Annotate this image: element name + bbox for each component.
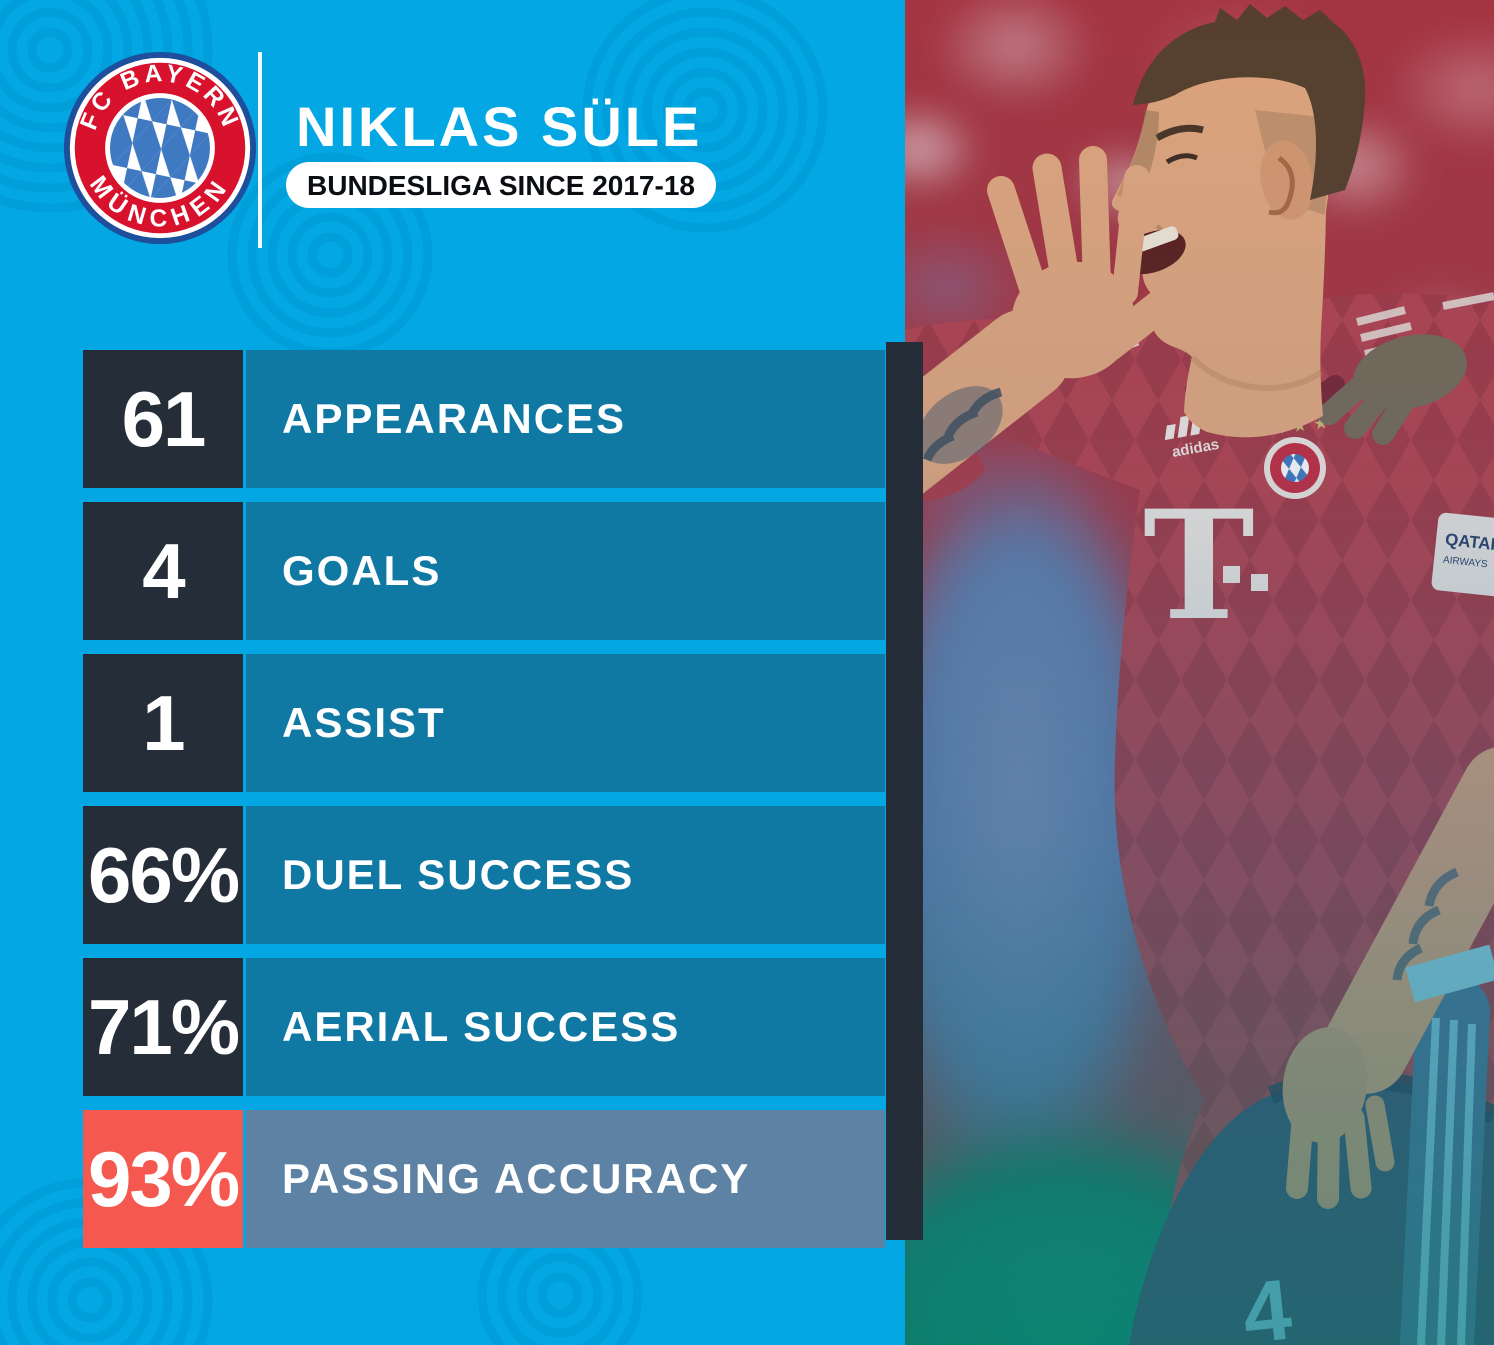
table-row: 4 GOALS (83, 502, 885, 640)
stat-value: 61 (83, 350, 243, 488)
stat-label: AERIAL SUCCESS (246, 958, 885, 1096)
photo-tint (905, 0, 1494, 1345)
stat-value: 93% (83, 1110, 243, 1248)
stat-label: PASSING ACCURACY (246, 1110, 885, 1248)
stat-value: 4 (83, 502, 243, 640)
stat-label: GOALS (246, 502, 885, 640)
club-logo: FC BAYERN MÜNCHEN (63, 51, 257, 245)
stat-label: DUEL SUCCESS (246, 806, 885, 944)
subtitle-badge: BUNDESLIGA SINCE 2017-18 (286, 162, 716, 208)
stat-value: 71% (83, 958, 243, 1096)
stat-value: 1 (83, 654, 243, 792)
table-row: 1 ASSIST (83, 654, 885, 792)
stat-label: APPEARANCES (246, 350, 885, 488)
stat-value: 66% (83, 806, 243, 944)
header-divider (258, 52, 262, 248)
table-row: 66% DUEL SUCCESS (83, 806, 885, 944)
table-row: 71% AERIAL SUCCESS (83, 958, 885, 1096)
table-row-highlighted: 93% PASSING ACCURACY (83, 1110, 885, 1248)
table-row: 61 APPEARANCES (83, 350, 885, 488)
side-accent-strip (886, 342, 923, 1240)
page-title: NIKLAS SÜLE (296, 95, 703, 158)
player-photo: ★★★★ adidas T (905, 0, 1494, 1345)
stat-label: ASSIST (246, 654, 885, 792)
stats-table: 61 APPEARANCES 4 GOALS 1 ASSIST 66% DUEL… (83, 350, 885, 1248)
logo-lozenge-core (110, 98, 210, 198)
